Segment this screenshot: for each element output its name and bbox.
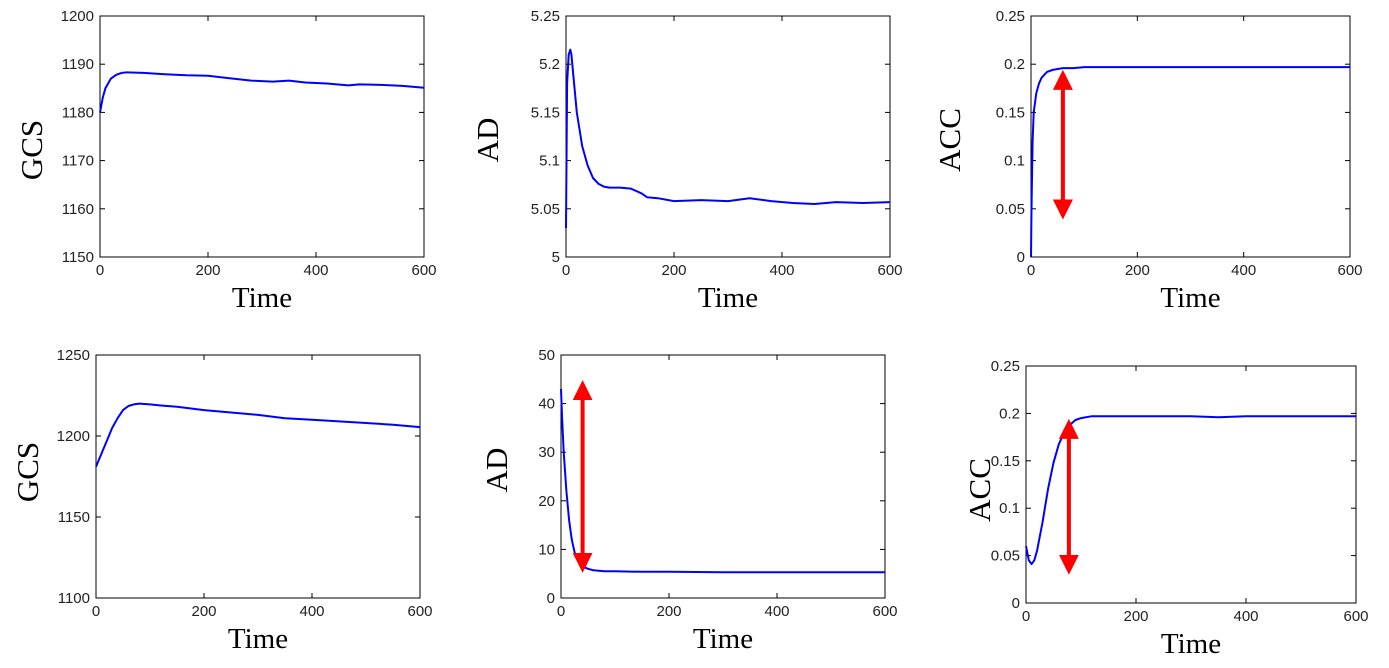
- plot-area: [1030, 15, 1351, 258]
- acc-top-series-line: [1030, 66, 1350, 258]
- x-tick-label: 0: [1027, 262, 1035, 279]
- x-tick-label: 600: [872, 603, 897, 620]
- y-tick-label: 0: [547, 590, 555, 607]
- y-axis-label: GCS: [10, 442, 45, 502]
- y-tick-label: 1100: [58, 590, 90, 607]
- x-axis-label: Time: [1161, 628, 1221, 660]
- ad-top-panel: 0 200 400 600 5 5.05 5.1 5.15 5.2 5.25 Time AD: [470, 8, 903, 314]
- x-tick-label: 600: [1343, 608, 1368, 625]
- x-axis-label: Time: [232, 282, 292, 314]
- ad-top-series-line: [565, 48, 891, 229]
- x-tick-label: 600: [411, 262, 436, 279]
- x-tick-label: 0: [96, 262, 104, 279]
- y-tick-label: 30: [538, 444, 555, 461]
- x-tick-label: 200: [661, 262, 686, 279]
- plot-area: [565, 15, 891, 258]
- y-tick-label: 0.15: [991, 453, 1020, 470]
- plot-area: [1025, 365, 1357, 604]
- x-axis-label: Time: [698, 282, 758, 314]
- y-tick-label: 0.05: [996, 201, 1025, 218]
- y-tick-label: 1170: [62, 153, 94, 170]
- y-tick-label: 0.1: [1004, 153, 1025, 170]
- x-axis-label: Time: [1160, 282, 1220, 314]
- plot-area: [99, 15, 425, 258]
- x-tick-label: 400: [1231, 262, 1256, 279]
- x-tick-label: 400: [769, 262, 794, 279]
- x-tick-label: 200: [1123, 608, 1148, 625]
- acc-top-panel: 0 200 400 600 0 0.05 0.1 0.15 0.2 0.25 Time ACC: [932, 8, 1363, 314]
- y-tick-label: 0.05: [991, 548, 1020, 565]
- y-tick-label: 0.2: [999, 405, 1020, 422]
- x-axis-label: Time: [228, 623, 288, 655]
- x-tick-label: 400: [299, 603, 324, 620]
- y-tick-label: 1150: [58, 509, 90, 526]
- y-tick-label: 20: [538, 493, 555, 510]
- y-tick-label: 5.15: [531, 104, 560, 121]
- x-tick-label: 0: [1022, 608, 1030, 625]
- plot-area: [95, 354, 421, 599]
- x-tick-label: 400: [764, 603, 789, 620]
- x-tick-label: 600: [1337, 262, 1362, 279]
- plot-area: [560, 354, 886, 599]
- gcs-bottom-panel: 0 200 400 600 1100 1150 1200 1250 Time GCS: [10, 347, 433, 655]
- gcs-top-series-line: [99, 71, 425, 113]
- x-tick-label: 200: [656, 603, 681, 620]
- x-axis-label: Time: [693, 623, 753, 655]
- gcs-bottom-series-line: [95, 402, 421, 468]
- y-tick-label: 10: [538, 541, 555, 558]
- x-tick-label: 200: [1125, 262, 1150, 279]
- y-tick-label: 5.2: [539, 56, 560, 73]
- y-tick-label: 50: [538, 347, 555, 364]
- y-axis-label: AD: [479, 448, 514, 493]
- x-tick-label: 200: [195, 262, 220, 279]
- y-tick-label: 1180: [62, 104, 94, 121]
- y-tick-label: 40: [538, 396, 555, 413]
- y-tick-label: 0: [1012, 595, 1020, 612]
- gcs-top-panel: 0 200 400 600 1150 1160 1170 1180 1190 1200 Time GC…: [14, 8, 437, 314]
- y-tick-label: 5.25: [531, 8, 560, 25]
- y-tick-label: 0: [1017, 249, 1025, 266]
- ad-bottom-panel: 0 200 400 600 0 10 20 30 40 50 Time AD: [479, 347, 898, 655]
- x-tick-label: 0: [557, 603, 565, 620]
- y-tick-label: 0.25: [996, 8, 1025, 25]
- x-tick-label: 400: [1233, 608, 1258, 625]
- y-tick-label: 0.1: [999, 500, 1020, 517]
- y-axis-label: ACC: [962, 458, 997, 522]
- y-tick-label: 0.25: [991, 358, 1020, 375]
- y-tick-label: 1150: [62, 249, 94, 266]
- y-tick-label: 1200: [61, 8, 94, 25]
- y-tick-label: 5.1: [539, 153, 560, 170]
- x-tick-label: 600: [407, 603, 432, 620]
- x-tick-label: 200: [191, 603, 216, 620]
- y-tick-label: 1160: [62, 201, 94, 218]
- y-tick-label: 0.15: [996, 104, 1025, 121]
- x-tick-label: 0: [562, 262, 570, 279]
- y-tick-label: 5: [552, 249, 560, 266]
- y-axis-label: GCS: [14, 120, 49, 180]
- y-axis-label: ACC: [932, 108, 967, 172]
- y-tick-label: 5.05: [531, 201, 560, 218]
- x-tick-label: 0: [92, 603, 100, 620]
- y-tick-label: 1200: [57, 428, 90, 445]
- y-axis-label: AD: [470, 118, 505, 163]
- y-tick-label: 1250: [57, 347, 90, 364]
- y-tick-label: 0.2: [1004, 56, 1025, 73]
- x-tick-label: 600: [877, 262, 902, 279]
- y-tick-label: 1190: [62, 56, 94, 73]
- x-tick-label: 400: [303, 262, 328, 279]
- acc-bottom-panel: 0 200 400 600 0 0.05 0.1 0.15 0.2 0.25 Time ACC: [962, 358, 1369, 660]
